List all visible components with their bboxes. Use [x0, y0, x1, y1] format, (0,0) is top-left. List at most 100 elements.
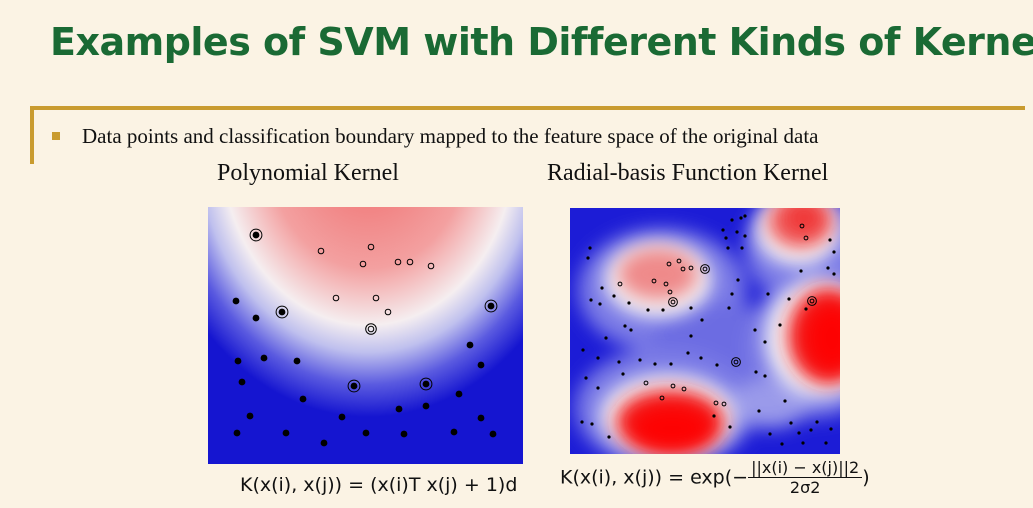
rbf-data-point — [607, 435, 611, 439]
formula-polynomial: K(x(i), x(j)) = (x(i)T x(j) + 1)d — [240, 474, 517, 496]
rbf-data-point — [797, 431, 801, 435]
rbf-data-point — [763, 374, 767, 378]
poly-data-point — [278, 308, 286, 316]
poly-data-point — [406, 258, 414, 266]
rbf-data-point — [726, 246, 730, 250]
rbf-data-point-sv-ring — [731, 357, 741, 367]
rbf-data-point — [586, 256, 590, 260]
rbf-data-point-sv-ring — [668, 297, 678, 307]
rbf-data-point — [712, 414, 716, 418]
rbf-data-point — [676, 258, 682, 264]
rbf-data-point — [724, 236, 728, 240]
rbf-data-point — [826, 266, 830, 270]
rbf-data-point — [688, 265, 694, 271]
bullet-text: Data points and classification boundary … — [82, 124, 819, 148]
rbf-data-point — [580, 420, 584, 424]
rbf-data-point — [757, 409, 761, 413]
poly-data-point — [367, 325, 375, 333]
rbf-data-point — [721, 401, 727, 407]
rbf-data-point — [596, 356, 600, 360]
poly-data-point — [477, 361, 485, 369]
rbf-data-point — [689, 334, 693, 338]
rbf-data-point — [629, 328, 633, 332]
rbf-data-point — [638, 358, 642, 362]
slide-title: Examples of SVM with Different Kinds of … — [50, 20, 1033, 64]
rbf-data-point — [670, 299, 676, 305]
rbf-data-point — [763, 340, 767, 344]
poly-data-point-sv-ring — [365, 323, 377, 335]
rbf-data-point — [809, 428, 813, 432]
rbf-data-point — [815, 420, 819, 424]
rbf-data-point — [659, 395, 665, 401]
rbf-data-point — [617, 281, 623, 287]
rbf-data-point — [686, 351, 690, 355]
formula-polynomial-eq: = — [348, 474, 365, 496]
poly-data-point — [489, 430, 497, 438]
rbf-data-point — [735, 230, 739, 234]
title-rule-horizontal — [30, 106, 1025, 110]
poly-data-point — [232, 297, 240, 305]
rbf-data-point — [699, 356, 703, 360]
poly-data-point-sv-ring — [484, 299, 498, 313]
rbf-data-point — [768, 432, 772, 436]
rbf-data-point — [681, 386, 687, 392]
poly-data-point — [252, 314, 260, 322]
formula-rbf-eq: = — [668, 466, 685, 489]
poly-data-point — [487, 302, 495, 310]
formula-rbf: K(x(i), x(j)) = exp(− ||x(i) − x(j)||2 2σ2… — [560, 458, 870, 497]
rbf-data-point — [783, 399, 787, 403]
poly-data-point — [394, 258, 402, 266]
poly-data-point — [317, 247, 325, 255]
rbf-data-point — [584, 376, 588, 380]
poly-data-point — [362, 429, 370, 437]
formula-rbf-numerator: ||x(i) − x(j)||2 — [748, 458, 863, 478]
rbf-data-point — [646, 308, 650, 312]
rbf-data-point — [727, 306, 731, 310]
rbf-data-point — [828, 238, 832, 242]
rbf-data-point — [663, 281, 669, 287]
poly-data-point — [350, 382, 358, 390]
rbf-data-point — [590, 422, 594, 426]
rbf-data-point — [799, 223, 805, 229]
poly-data-point-sv-ring — [249, 228, 263, 242]
rbf-data-point — [829, 427, 833, 431]
poly-data-point — [372, 294, 380, 302]
poly-data-point — [427, 262, 435, 270]
rbf-data-point — [804, 307, 808, 311]
rbf-data-point — [596, 386, 600, 390]
rbf-data-point — [789, 421, 793, 425]
rbf-data-point — [653, 362, 657, 366]
rbf-data-point-sv-ring — [807, 296, 817, 306]
poly-data-point — [234, 357, 242, 365]
rbf-data-point — [730, 292, 734, 296]
poly-data-point — [282, 429, 290, 437]
poly-data-point — [338, 413, 346, 421]
poly-data-point — [252, 231, 260, 239]
rbf-data-point — [778, 323, 782, 327]
rbf-data-point — [680, 266, 686, 272]
poly-data-point — [299, 395, 307, 403]
rbf-data-point-sv-ring — [700, 264, 710, 274]
rbf-data-point — [736, 278, 740, 282]
rbf-data-point — [670, 383, 676, 389]
poly-data-point-sv-ring — [347, 379, 361, 393]
rbf-data-point — [643, 380, 649, 386]
rbf-data-point — [766, 292, 770, 296]
rbf-kernel-plot — [570, 208, 840, 454]
poly-data-point-sv-ring — [419, 377, 433, 391]
rbf-data-point — [753, 328, 757, 332]
poly-data-point — [367, 243, 375, 251]
poly-data-point — [246, 412, 254, 420]
poly-data-point — [384, 308, 392, 316]
formula-rbf-exp: exp(− — [690, 466, 749, 489]
rbf-data-point — [612, 294, 616, 298]
rbf-data-point — [600, 286, 604, 290]
rbf-data-point — [623, 324, 627, 328]
rbf-data-point — [598, 302, 602, 306]
rbf-data-point — [780, 442, 784, 446]
poly-data-point — [422, 402, 430, 410]
rbf-data-point — [589, 298, 593, 302]
rbf-data-point — [651, 278, 657, 284]
poly-data-point — [320, 439, 328, 447]
rbf-data-point — [621, 372, 625, 376]
